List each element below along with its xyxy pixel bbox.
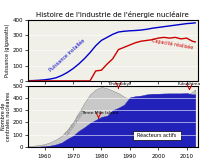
FancyBboxPatch shape (133, 131, 181, 140)
Text: Tchernobyl: Tchernobyl (107, 82, 130, 85)
Y-axis label: Nombre de
centrales nucléaires: Nombre de centrales nucléaires (1, 92, 11, 141)
Text: Fukushima: Fukushima (178, 82, 201, 85)
Text: Three Mile Island: Three Mile Island (81, 111, 119, 115)
Title: Histoire de l'industrie de l'énergie nucléaire: Histoire de l'industrie de l'énergie nuc… (36, 11, 189, 18)
Text: Réacteurs actifs: Réacteurs actifs (137, 133, 176, 138)
Text: Capacité réalisée: Capacité réalisée (151, 37, 194, 50)
Y-axis label: Puissance (gigawatts): Puissance (gigawatts) (5, 24, 10, 77)
Text: Construction: Construction (65, 108, 87, 137)
Text: Puissance installée: Puissance installée (48, 38, 86, 72)
